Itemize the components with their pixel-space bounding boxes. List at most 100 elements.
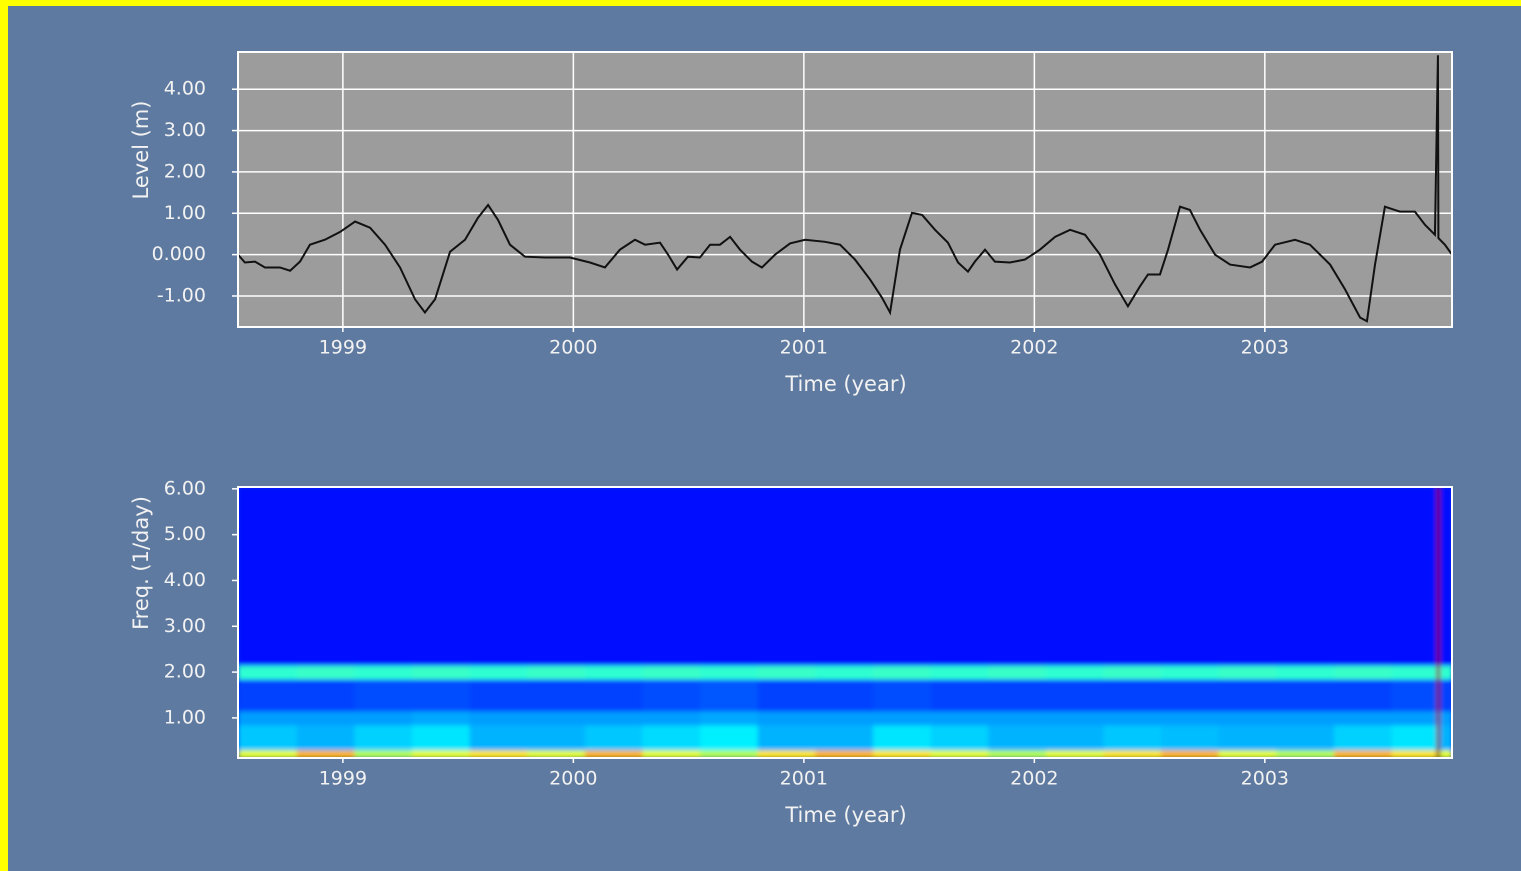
heatmap-cell — [354, 665, 413, 680]
x-axis-title: Time (year) — [784, 372, 906, 396]
heatmap-cell — [1161, 665, 1220, 680]
heatmap-cell — [642, 678, 701, 712]
heatmap-cell — [1103, 724, 1162, 751]
heatmap-cell — [873, 711, 932, 726]
heatmap-cell — [527, 665, 586, 680]
heatmap-cells — [238, 487, 1452, 758]
heatmap-cell — [1161, 678, 1220, 712]
heatmap-cell — [238, 678, 298, 712]
heatmap-cell — [1440, 711, 1452, 726]
heatmap-cell — [238, 724, 298, 751]
heatmap-cell — [930, 711, 989, 726]
heatmap-cell — [1218, 724, 1277, 751]
heatmap-cell — [1333, 678, 1393, 712]
heatmap-cell — [1436, 678, 1441, 712]
plot-body — [237, 55, 1453, 323]
heatmap-cell — [354, 749, 413, 758]
y-tick-label: 6.00 — [164, 477, 206, 499]
heatmap-cell — [527, 487, 586, 666]
heatmap-cell — [296, 665, 355, 680]
heatmap-cell — [1161, 724, 1220, 751]
heatmap-cell — [1218, 749, 1277, 758]
heatmap-cell — [988, 749, 1047, 758]
y-tick-label: 1.00 — [164, 202, 206, 224]
plot-frame — [237, 51, 1453, 328]
plot-frame — [237, 486, 1453, 759]
heatmap-cell — [1161, 487, 1220, 666]
heatmap-cell — [469, 665, 528, 680]
heatmap-cell — [1045, 487, 1104, 666]
heatmap-cell — [296, 678, 355, 712]
heatmap-cell — [815, 749, 874, 758]
heatmap-cell — [1276, 665, 1335, 680]
heatmap-cell — [584, 678, 644, 712]
heatmap-cell — [988, 678, 1047, 712]
heatmap-cell — [296, 724, 355, 751]
heatmap-cell — [642, 711, 701, 726]
heatmap-cell — [757, 749, 816, 758]
heatmap-cell — [642, 749, 701, 758]
y-tick-label: 3.00 — [164, 119, 206, 141]
heatmap-cell — [469, 724, 528, 751]
heatmap-cell — [1333, 711, 1393, 726]
heatmap-cell — [1391, 724, 1438, 751]
heatmap-cell — [1276, 711, 1335, 726]
heatmap-cell — [238, 487, 298, 666]
y-tick-label: 2.00 — [164, 661, 206, 683]
x-tick-label: 2002 — [1010, 337, 1058, 359]
y-tick-label: 0.000 — [152, 243, 206, 265]
heatmap-cell — [1103, 678, 1162, 712]
y-tick-label: 2.00 — [164, 160, 206, 182]
heatmap-cell — [930, 724, 989, 751]
heatmap-cell — [469, 711, 528, 726]
heatmap-cell — [1218, 678, 1277, 712]
heatmap-cell — [642, 487, 701, 666]
heatmap-cell — [1103, 487, 1162, 666]
heatmap-cell — [584, 487, 644, 666]
heatmap-cell — [584, 724, 644, 751]
x-tick-label: 2003 — [1241, 337, 1289, 359]
heatmap-cell — [1391, 711, 1438, 726]
heatmap-cell — [1276, 724, 1335, 751]
heatmap-cell — [873, 724, 932, 751]
heatmap-cell — [412, 711, 471, 726]
heatmap-cell — [1045, 711, 1104, 726]
heatmap-cell — [757, 724, 816, 751]
heatmap-cell — [1333, 724, 1393, 751]
level-chart: -1.00 0.000 1.00 2.00 3.00 4.00 1999 2000 2001 20… — [129, 51, 1453, 396]
heatmap-cell — [238, 749, 298, 758]
heatmap-cell — [412, 487, 471, 666]
y-axis-title: Level (m) — [129, 101, 153, 200]
heatmap-cell — [700, 749, 759, 758]
heatmap-cell — [1045, 749, 1104, 758]
heatmap-cell — [1218, 665, 1277, 680]
heatmap-cell — [412, 678, 471, 712]
heatmap-cell — [988, 711, 1047, 726]
heatmap-cell — [1436, 749, 1441, 758]
x-axis-title: Time (year) — [784, 803, 906, 827]
y-tick-label: 4.00 — [164, 78, 206, 100]
heatmap-cell — [1276, 678, 1335, 712]
heatmap-cell — [238, 711, 298, 726]
heatmap-cell — [815, 487, 874, 666]
heatmap-cell — [1440, 724, 1452, 751]
heatmap-cell — [1391, 678, 1438, 712]
heatmap-cell — [296, 487, 355, 666]
heatmap-cell — [988, 665, 1047, 680]
heatmap-cell — [700, 724, 759, 751]
heatmap-cell — [757, 711, 816, 726]
heatmap-cell — [873, 487, 932, 666]
heatmap-cell — [296, 749, 355, 758]
charts: -1.00 0.000 1.00 2.00 3.00 4.00 1999 2000 2001 20… — [129, 51, 1453, 827]
heatmap-cell — [354, 724, 413, 751]
y-tick-label: 4.00 — [164, 569, 206, 591]
heatmap-cell — [1440, 749, 1452, 758]
heatmap-cell — [815, 678, 874, 712]
heatmap-cell — [930, 665, 989, 680]
heatmap-cell — [584, 749, 644, 758]
heatmap-cell — [1436, 711, 1441, 726]
x-tick-label: 2003 — [1241, 768, 1289, 790]
heatmap-cell — [1218, 487, 1277, 666]
heatmap-cell — [1161, 749, 1220, 758]
heatmap-cell — [1333, 665, 1393, 680]
